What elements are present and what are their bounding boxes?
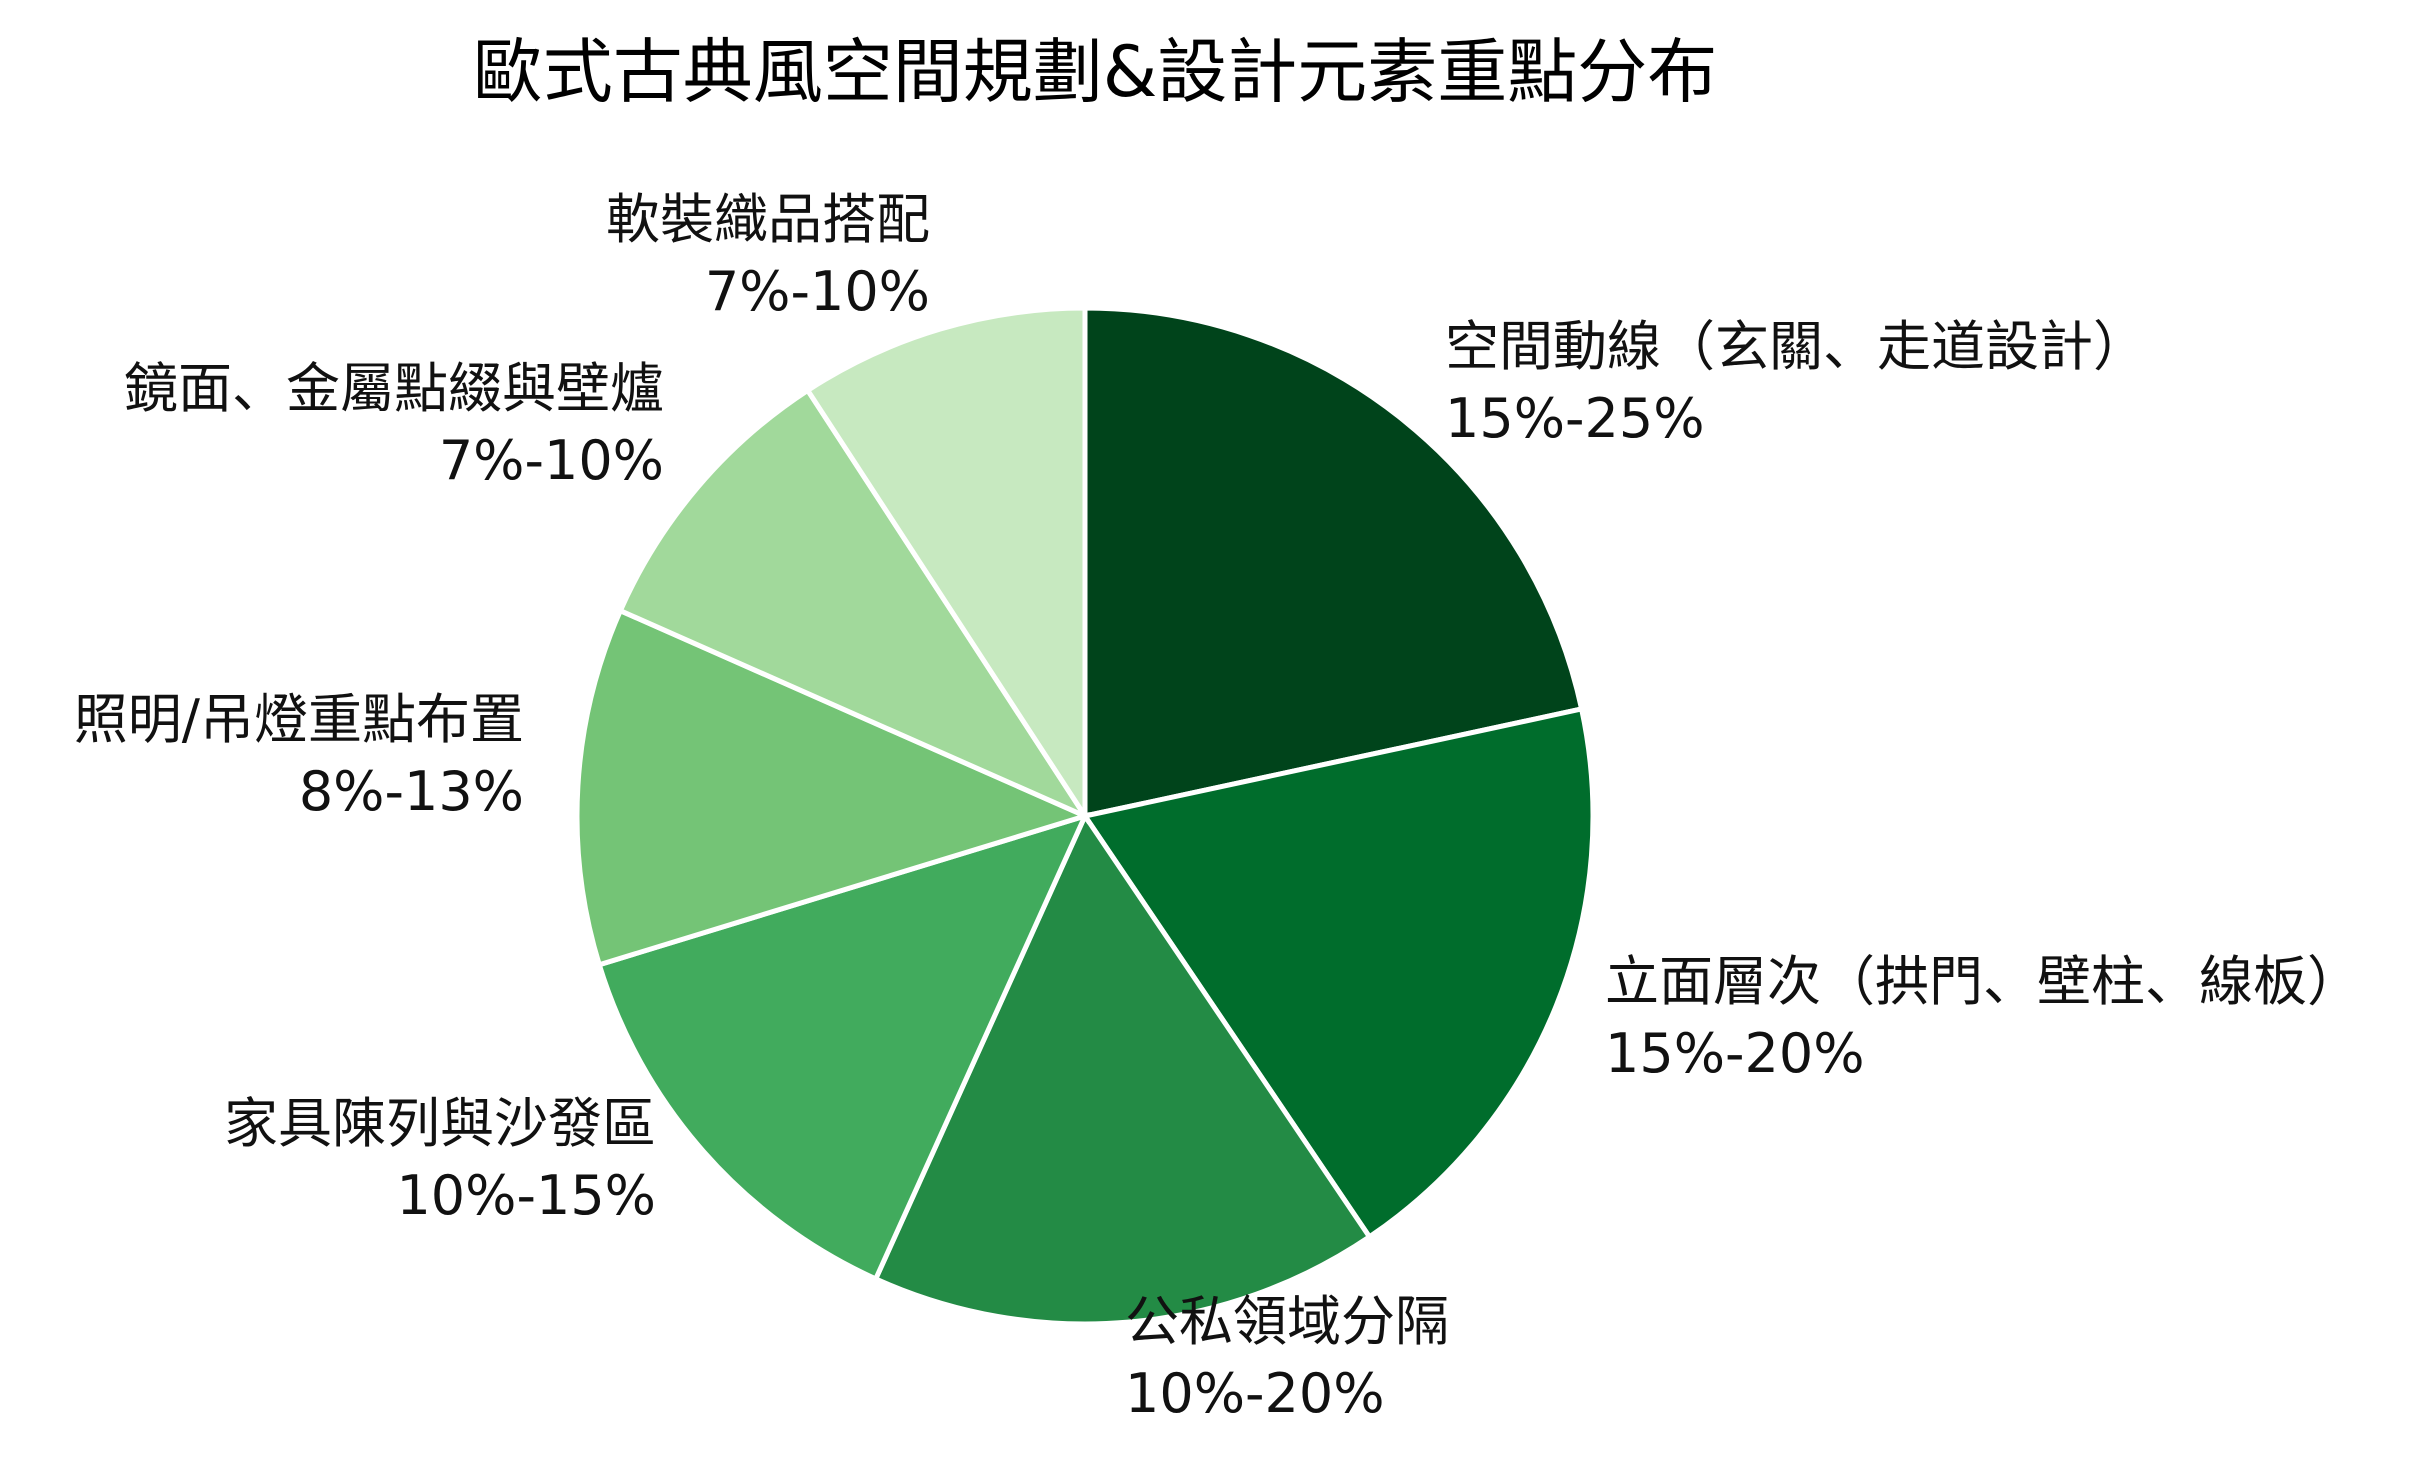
pie-slice-7	[804, 305, 1088, 825]
pie-slices	[574, 305, 1596, 1327]
pie-slice-3	[872, 810, 1373, 1327]
pie-slice-4	[596, 811, 1090, 1283]
slice-range-2: 15%-20%	[1605, 1022, 1865, 1085]
slice-range-4: 10%-15%	[396, 1164, 656, 1227]
slice-range-3: 10%-20%	[1125, 1362, 1385, 1425]
slice-label-1: 空間動線（玄關、走道設計）	[1445, 315, 2147, 378]
pie-slice-6	[617, 386, 1092, 822]
pie-slice-5	[574, 607, 1093, 968]
pie-slice-1	[1082, 305, 1585, 820]
slice-range-7: 7%-10%	[705, 260, 930, 323]
slice-range-6: 7%-10%	[439, 429, 664, 492]
slice-label-5: 照明/吊燈重點布置	[74, 688, 524, 751]
slice-label-6: 鏡面、金屬點綴與壁爐	[124, 357, 664, 420]
slice-labels: 空間動線（玄關、走道設計） 15%-25% 立面層次（拱門、壁柱、線板） 15%-20…	[74, 188, 2361, 1425]
slice-range-1: 15%-25%	[1445, 387, 1705, 450]
slice-label-3: 公私領域分隔	[1125, 1290, 1449, 1353]
slice-range-5: 8%-13%	[299, 760, 524, 823]
slice-label-7: 軟裝織品搭配	[606, 188, 930, 251]
chart-title: 歐式古典風空間規劃&設計元素重點分布	[473, 31, 1718, 113]
pie-slice-2	[1080, 705, 1596, 1241]
slice-label-2: 立面層次（拱門、壁柱、線板）	[1605, 950, 2361, 1013]
slice-label-4: 家具陳列與沙發區	[224, 1092, 656, 1155]
